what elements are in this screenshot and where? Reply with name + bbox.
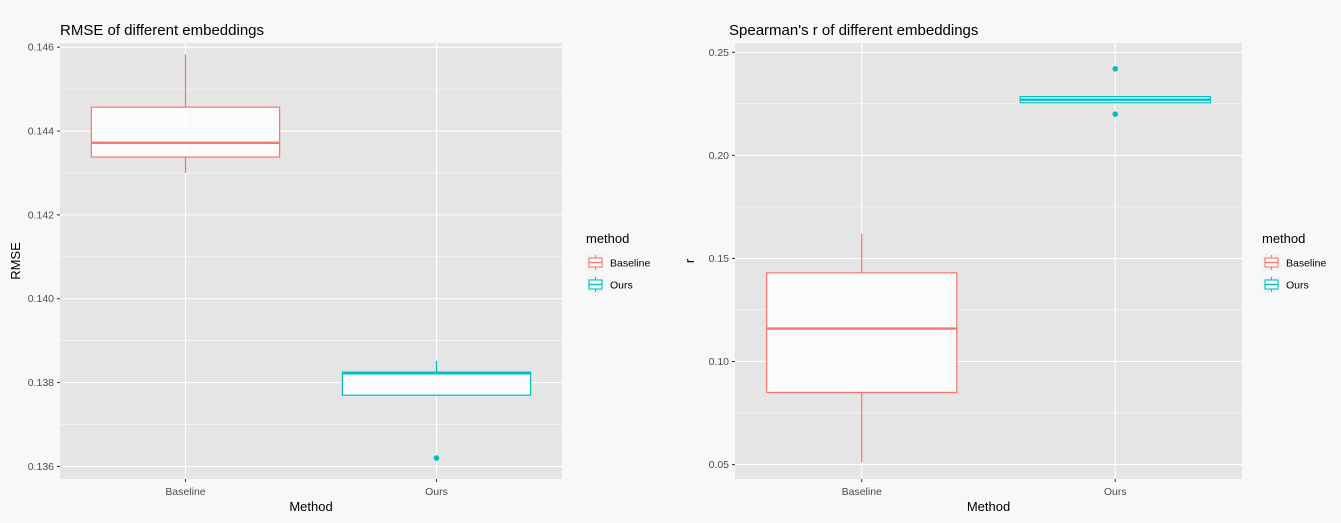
legend-label-ours: Ours xyxy=(610,280,633,292)
y-tick-label: 0.136 xyxy=(28,461,54,473)
x-axis-title: Method xyxy=(289,499,332,514)
outlier-point xyxy=(1112,65,1119,72)
box-ours xyxy=(1019,65,1211,117)
box-iqr xyxy=(766,272,958,394)
legend: method Baseline Ours xyxy=(586,231,650,293)
y-axis-title: RMSE xyxy=(8,242,23,280)
y-tick-label: 0.10 xyxy=(709,356,730,368)
y-tick-label: 0.140 xyxy=(28,293,54,305)
x-tick-label: Ours xyxy=(425,486,448,498)
y-tick-label: 0.20 xyxy=(709,150,730,162)
y-tick-label: 0.138 xyxy=(28,377,54,389)
x-tick-label: Baseline xyxy=(165,486,205,498)
legend-label-ours: Ours xyxy=(1286,280,1309,292)
legend-label-baseline: Baseline xyxy=(1286,258,1326,270)
chart-title: RMSE of different embeddings xyxy=(60,22,264,39)
legend-label-baseline: Baseline xyxy=(610,258,650,270)
x-axis-title: Method xyxy=(967,499,1010,514)
plot-panel-background xyxy=(735,43,1242,479)
outlier-point xyxy=(433,455,440,461)
y-axis-title: r xyxy=(682,258,697,263)
y-tick-label: 0.05 xyxy=(709,459,730,471)
legend-key-baseline xyxy=(1263,254,1280,271)
legend: method Baseline Ours xyxy=(1262,231,1326,293)
box-baseline xyxy=(90,54,281,173)
box-iqr xyxy=(90,106,281,158)
legend-title: method xyxy=(586,231,629,246)
chart-panel-1: 0.136 0.138 0.140 0.142 0.144 0.146 Baseline Ou… xyxy=(8,22,650,514)
chart-title: Spearman's r of different embeddings xyxy=(729,22,978,39)
x-tick-label: Ours xyxy=(1104,486,1127,498)
outlier-point xyxy=(1112,111,1119,117)
x-tick-label: Baseline xyxy=(842,486,882,498)
chart-panel-2: 0.05 0.10 0.15 0.20 0.25 Baseline Ours Spearman… xyxy=(682,22,1326,514)
y-tick-label: 0.142 xyxy=(28,209,54,221)
legend-key-baseline xyxy=(587,254,604,271)
box-baseline xyxy=(766,233,958,463)
y-tick-label: 0.144 xyxy=(28,126,54,138)
box-iqr xyxy=(341,371,532,396)
legend-title: method xyxy=(1262,231,1305,246)
legend-key-ours xyxy=(587,276,604,293)
y-tick-label: 0.15 xyxy=(709,253,730,265)
legend-key-ours xyxy=(1263,276,1280,293)
box-ours xyxy=(341,360,532,461)
y-tick-label: 0.25 xyxy=(709,47,730,59)
y-tick-label: 0.146 xyxy=(28,42,54,54)
